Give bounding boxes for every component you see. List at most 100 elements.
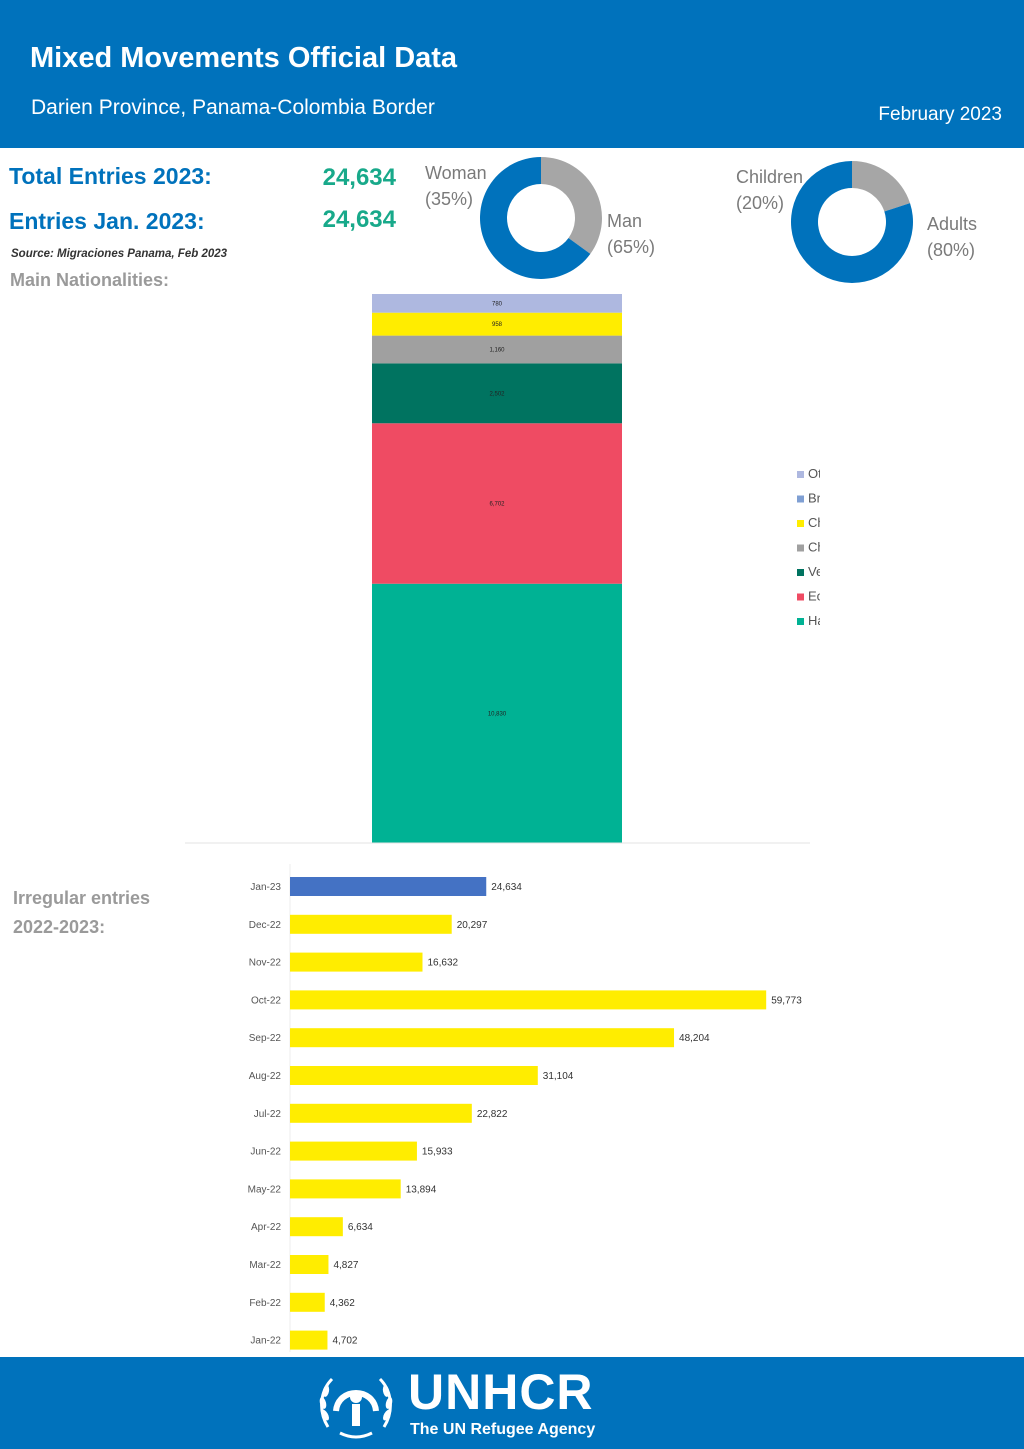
footer-tagline: The UN Refugee Agency [410,1421,596,1438]
legend-label-china: China [808,515,820,530]
month-value-jul-22: 22,822 [477,1109,508,1120]
stack-segment-ecuador [372,423,622,584]
month-label-mar-22: Mar-22 [249,1260,281,1271]
month-value-jan-22: 4,702 [332,1336,357,1347]
month-bar-apr-22 [290,1217,343,1237]
month-bar-jan-23 [290,877,487,896]
report-subtitle: Darien Province, Panama-Colombia Border [31,96,435,119]
woman-label-pct: (35%) [425,189,474,209]
month-label-sep-22: Sep-22 [249,1033,282,1044]
children-label-pct: (20%) [736,193,785,213]
adults-label-name: Adults [927,214,978,234]
legend-label-chile: Chile [808,540,820,555]
month-bar-jan-22 [290,1330,328,1350]
man-label-name: Man [607,211,643,231]
month-label-feb-22: Feb-22 [249,1298,281,1309]
month-bar-jun-22 [290,1141,417,1161]
month-bar-jul-22 [290,1103,472,1123]
stack-segment-china [372,312,622,336]
report-title: Mixed Movements Official Data [30,42,458,74]
age-slice-children [852,161,911,212]
stack-segment-chile [372,335,622,364]
jan-entries-value: 24,634 [322,206,396,233]
legend-swatch-venezuela [797,569,804,576]
month-value-mar-22: 4,827 [333,1260,358,1271]
source-note: Source: Migraciones Panama, Feb 2023 [11,248,228,260]
gender-slice-man [480,157,591,279]
adults-label: Adults (80%) [927,211,977,263]
month-label-jul-22: Jul-22 [254,1109,282,1120]
unhcr-emblem-icon [319,1377,393,1439]
stack-value-haiti: 10,830 [488,711,507,717]
legend-swatch-haiti [797,618,804,625]
nationalities-heading: Main Nationalities: [10,270,170,290]
month-label-may-22: May-22 [248,1184,282,1195]
month-value-jun-22: 15,933 [422,1147,453,1158]
stack-segment-others [372,294,622,313]
report-date: February 2023 [878,104,1002,125]
month-value-oct-22: 59,773 [771,995,802,1006]
jan-entries-label: Entries Jan. 2023: [9,208,205,234]
children-label: Children (20%) [736,164,803,216]
gender-slice-woman [541,157,602,254]
month-bar-nov-22 [290,952,423,972]
legend-swatch-china [797,520,804,527]
woman-label: Woman (35%) [425,160,487,212]
stack-value-venezuela: 2,502 [489,391,505,397]
legend-swatch-others [797,471,804,478]
nationalities-stacked-chart: 10,830 6,702 2,502 1,160 958 780 Others Brasil C… [185,294,820,844]
man-label: Man (65%) [607,208,655,260]
month-value-dec-22: 20,297 [457,920,488,931]
month-label-dec-22: Dec-22 [249,920,282,931]
legend-label-others: Others [808,466,820,481]
gender-donut-chart [480,157,602,279]
stack-value-china: 958 [492,322,503,328]
legend-swatch-ecuador [797,593,804,601]
month-label-aug-22: Aug-22 [249,1071,282,1082]
month-label-jan-23: Jan-23 [250,882,281,893]
month-label-oct-22: Oct-22 [251,995,281,1006]
stack-value-others: 780 [492,301,503,307]
legend-label-ecuador: Ecuador [808,589,820,604]
month-label-jun-22: Jun-22 [250,1147,281,1158]
month-bar-dec-22 [290,914,452,934]
month-label-jan-22: Jan-22 [250,1336,281,1347]
legend-label-haiti: Haiti [808,613,820,628]
month-value-apr-22: 6,634 [348,1222,373,1233]
stack-value-chile: 1,160 [489,347,505,353]
report-header: Mixed Movements Official Data Darien Pro… [0,0,1024,148]
month-label-nov-22: Nov-22 [249,958,282,969]
total-entries-label: Total Entries 2023: [9,163,212,189]
legend-swatch-brasil [797,495,804,503]
legend-swatch-chile [797,544,804,552]
legend-label-brasil: Brasil [808,491,820,506]
age-donut-chart [791,161,913,283]
irregular-heading-line2: 2022-2023: [13,917,106,937]
irregular-entries-heading: Irregular entries 2022-2023: [13,884,150,942]
man-label-pct: (65%) [607,237,656,257]
month-bar-feb-22 [290,1292,325,1312]
age-slice-adults [791,161,913,283]
irregular-heading-line1: Irregular entries [13,888,151,908]
month-value-sep-22: 48,204 [679,1033,710,1044]
total-entries-value: 24,634 [322,164,396,191]
month-bar-oct-22 [290,990,767,1010]
legend-label-venezuela: Venezuela [808,564,820,579]
month-value-nov-22: 16,632 [428,958,459,969]
footer-org-name: UNHCR [408,1364,594,1420]
month-label-apr-22: Apr-22 [251,1222,281,1233]
month-value-may-22: 13,894 [406,1184,437,1195]
woman-label-name: Woman [425,163,487,183]
children-label-name: Children [736,167,804,187]
stack-segment-venezuela [372,363,622,424]
month-value-aug-22: 31,104 [543,1071,574,1082]
footer: UNHCR The UN Refugee Agency [0,1357,1024,1449]
stack-segment-haiti [372,583,622,843]
month-bar-aug-22 [290,1066,538,1085]
month-bar-may-22 [290,1179,401,1199]
month-value-jan-23: 24,634 [491,882,522,893]
adults-label-pct: (80%) [927,240,976,260]
stack-value-ecuador: 6,702 [489,502,505,508]
month-value-feb-22: 4,362 [330,1298,355,1309]
monthly-entries-chart: Jan-23 24,634 Dec-22 20,297 Nov-22 16,632 Oct-… [248,864,802,1352]
